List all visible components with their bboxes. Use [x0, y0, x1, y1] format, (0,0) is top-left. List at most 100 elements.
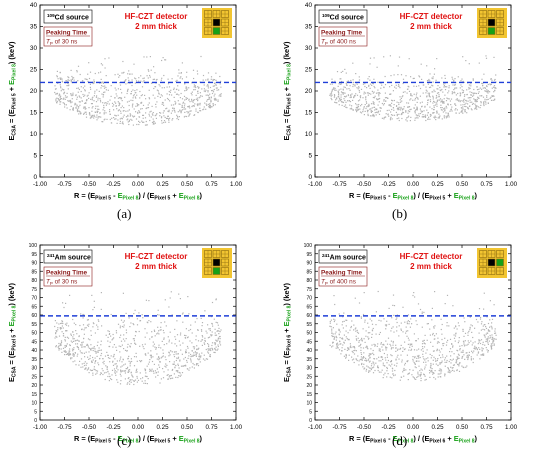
x-tick-label: 0.00 [132, 181, 145, 188]
data-point [470, 85, 472, 87]
data-point [434, 117, 436, 119]
data-point [350, 95, 352, 97]
data-point [418, 365, 420, 367]
data-point [451, 343, 453, 345]
data-point [84, 111, 86, 113]
data-point [462, 329, 464, 331]
data-point [207, 348, 209, 350]
data-point [406, 117, 408, 119]
data-point [193, 352, 195, 354]
data-point [194, 114, 196, 116]
data-point [472, 358, 474, 360]
data-point [364, 85, 366, 88]
data-point [407, 320, 409, 322]
data-point [83, 329, 85, 331]
data-point [371, 84, 373, 86]
data-point [407, 379, 409, 381]
x-tick-label: -0.25 [106, 181, 121, 188]
data-point [336, 342, 339, 344]
data-point [212, 349, 214, 351]
data-point [120, 345, 122, 348]
data-point [191, 366, 193, 368]
data-point [390, 365, 392, 367]
data-point [425, 358, 427, 360]
data-point [475, 92, 477, 95]
data-point [392, 347, 394, 349]
data-point [418, 354, 420, 357]
data-point [148, 70, 150, 72]
data-point [367, 105, 369, 108]
data-point [437, 337, 439, 339]
data-point [452, 84, 454, 86]
data-point [93, 117, 95, 119]
data-point [160, 347, 162, 349]
data-point [67, 88, 69, 90]
data-point [416, 108, 418, 110]
data-point [427, 80, 429, 82]
data-point [201, 339, 203, 341]
data-point [421, 343, 424, 345]
data-point [409, 344, 411, 346]
data-point [132, 89, 134, 91]
data-point [379, 110, 381, 112]
y-tick-label: 5 [34, 409, 37, 415]
data-point [195, 355, 197, 357]
data-point [342, 92, 344, 94]
data-point [440, 370, 443, 372]
data-point [179, 97, 181, 99]
data-point [482, 341, 484, 343]
data-point [386, 324, 388, 326]
data-point [467, 356, 469, 358]
data-point [147, 107, 150, 109]
data-point [144, 375, 146, 377]
caption-b: (b) [392, 206, 408, 221]
data-point [62, 89, 64, 91]
data-point [107, 89, 109, 91]
data-point [177, 371, 179, 373]
data-point [426, 65, 428, 67]
data-point [404, 362, 406, 364]
data-point [211, 106, 213, 108]
data-point [398, 106, 400, 108]
x-tick-label: 0.50 [181, 424, 194, 431]
data-point [83, 107, 85, 109]
x-tick-label: -0.50 [82, 181, 97, 188]
data-point [459, 101, 461, 103]
data-point [143, 56, 145, 58]
data-point [140, 378, 142, 380]
data-point [463, 341, 465, 343]
data-point [93, 82, 95, 84]
data-point [59, 96, 61, 98]
data-point [79, 104, 81, 106]
data-point [160, 378, 162, 380]
data-point [138, 104, 140, 106]
data-point [136, 105, 139, 107]
data-point [360, 112, 363, 114]
data-point [384, 116, 386, 118]
x-tick-label: -0.25 [106, 424, 121, 431]
data-point [59, 101, 61, 103]
data-point [457, 353, 460, 355]
data-point [60, 98, 63, 100]
data-point [452, 358, 454, 360]
data-point [412, 369, 414, 371]
data-point [129, 379, 131, 381]
data-point [178, 367, 180, 369]
data-point [100, 116, 102, 118]
data-point [382, 343, 385, 345]
data-point [435, 97, 437, 99]
data-point [129, 383, 131, 385]
data-point [458, 325, 460, 327]
data-point [191, 350, 193, 352]
data-point [198, 356, 200, 358]
data-point [90, 116, 92, 118]
data-point [97, 97, 99, 99]
data-point [367, 322, 369, 324]
data-point [409, 346, 411, 348]
data-point [335, 102, 337, 104]
data-point [379, 348, 381, 350]
data-point [387, 359, 389, 362]
data-point [68, 354, 70, 356]
data-point [429, 99, 432, 101]
y-tick-label: 90 [31, 261, 37, 267]
